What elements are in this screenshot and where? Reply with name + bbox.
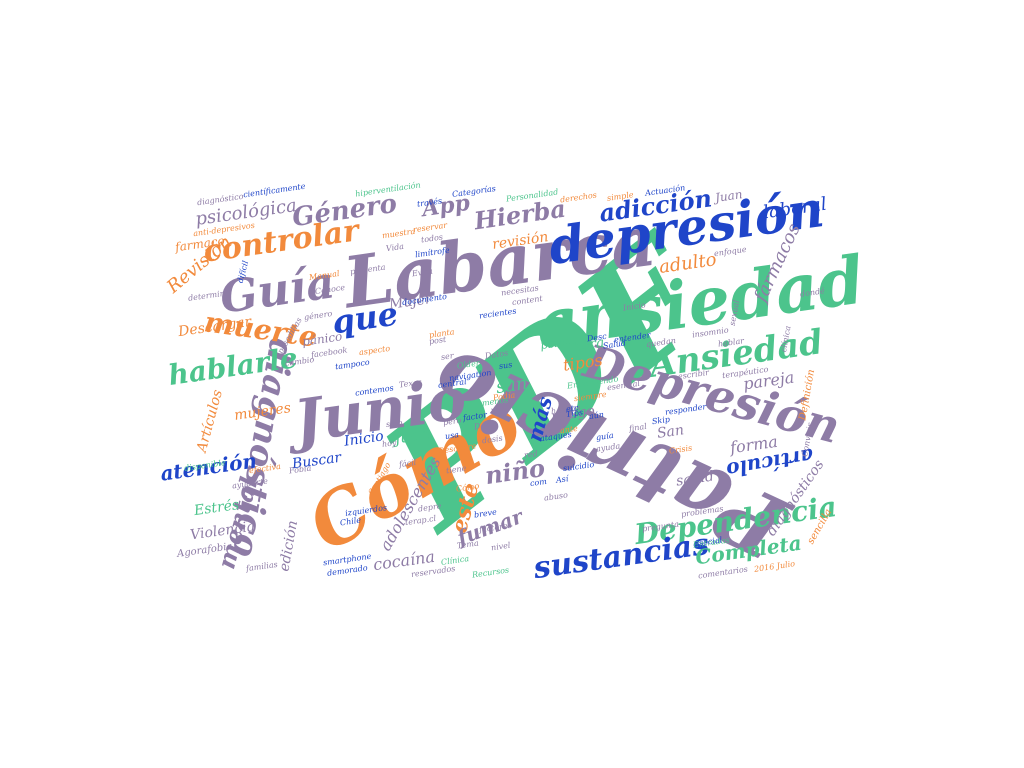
cloud-word: edición bbox=[276, 519, 302, 573]
cloud-word: científicamente bbox=[242, 181, 306, 200]
cloud-word: Fobia bbox=[288, 463, 312, 476]
cloud-word: Categorías bbox=[451, 183, 497, 200]
cloud-word: Recursos bbox=[470, 565, 510, 580]
cloud-word: abuso bbox=[543, 490, 569, 503]
cloud-word: demorado bbox=[326, 563, 368, 578]
cloud-word: post bbox=[427, 334, 447, 347]
cloud-word: cambio bbox=[283, 355, 315, 369]
cloud-word: San bbox=[655, 422, 685, 442]
cloud-word: Juan bbox=[713, 187, 743, 205]
cloud-word: juan bbox=[393, 423, 431, 448]
cloud-word: nivel bbox=[490, 540, 511, 553]
cloud-word: Género bbox=[289, 188, 399, 234]
cloud-word: etc bbox=[565, 403, 579, 414]
cloud-word: derechos bbox=[558, 190, 597, 205]
cloud-word: Artículos bbox=[193, 388, 226, 454]
cloud-word: ser bbox=[439, 351, 454, 362]
cloud-word: facebook bbox=[309, 345, 348, 360]
cloud-word: familias bbox=[245, 559, 279, 574]
cloud-word: aspecto bbox=[357, 343, 391, 358]
cloud-word: Así bbox=[555, 474, 569, 485]
cloud-word: terap.cl bbox=[403, 513, 437, 528]
cloud-word: tampoco bbox=[333, 357, 370, 372]
cloud-word: sustancias bbox=[530, 526, 711, 587]
cloud-word: pánico bbox=[301, 329, 344, 349]
